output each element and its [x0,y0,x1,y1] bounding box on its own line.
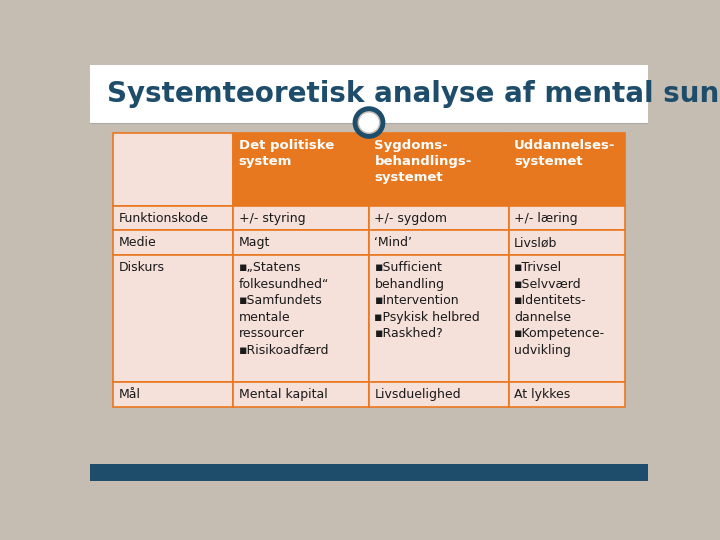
Text: Mental kapital: Mental kapital [239,388,328,401]
Text: ▪Trivsel
▪Selvværd
▪Identitets-
dannelse
▪Kompetence-
udvikling: ▪Trivsel ▪Selvværd ▪Identitets- dannelse… [514,261,605,356]
Text: Funktionskode: Funktionskode [119,212,209,225]
Bar [508,255,625,382]
Text: Livsduelighed: Livsduelighed [374,388,461,401]
Bar [233,382,369,407]
Text: At lykkes: At lykkes [514,388,570,401]
Bar [508,382,625,407]
Bar [233,206,369,231]
Bar [113,255,233,382]
Bar [508,206,625,231]
Circle shape [360,113,378,132]
Text: ▪„Statens
folkesundhed“
▪Samfundets
mentale
ressourcer
▪Risikoadfærd: ▪„Statens folkesundhed“ ▪Samfundets ment… [239,261,329,356]
Text: Sygdoms-
behandlings-
systemet: Sygdoms- behandlings- systemet [374,139,472,184]
Text: Det politiske
system: Det politiske system [239,139,334,168]
Bar [233,231,369,255]
Text: +/- sygdom: +/- sygdom [374,212,447,225]
Bar [233,132,369,206]
Circle shape [355,109,383,137]
Text: +/- styring: +/- styring [239,212,305,225]
Bar [90,65,648,123]
Bar [369,132,508,206]
Bar [113,132,233,206]
Bar [113,231,233,255]
Text: Livsløb: Livsløb [514,236,557,249]
Text: +/- læring: +/- læring [514,212,577,225]
Bar [369,382,508,407]
Bar [369,255,508,382]
Bar [113,206,233,231]
Bar [90,464,648,481]
Bar [508,132,625,206]
Bar [369,206,508,231]
Text: ‘Mind’: ‘Mind’ [374,236,413,249]
Bar [369,231,508,255]
Text: Diskurs: Diskurs [119,261,165,274]
Bar [113,382,233,407]
Text: Mål: Mål [119,388,140,401]
Text: Medie: Medie [119,236,156,249]
Text: Uddannelses-
systemet: Uddannelses- systemet [514,139,616,168]
Bar [233,255,369,382]
Bar [508,231,625,255]
Text: ▪Sufficient
behandling
▪Intervention
▪Psykisk helbred
▪Raskhed?: ▪Sufficient behandling ▪Intervention ▪Ps… [374,261,480,340]
Text: Systemteoretisk analyse af mental sundhed: Systemteoretisk analyse af mental sundhe… [107,80,720,107]
Text: Magt: Magt [239,236,270,249]
